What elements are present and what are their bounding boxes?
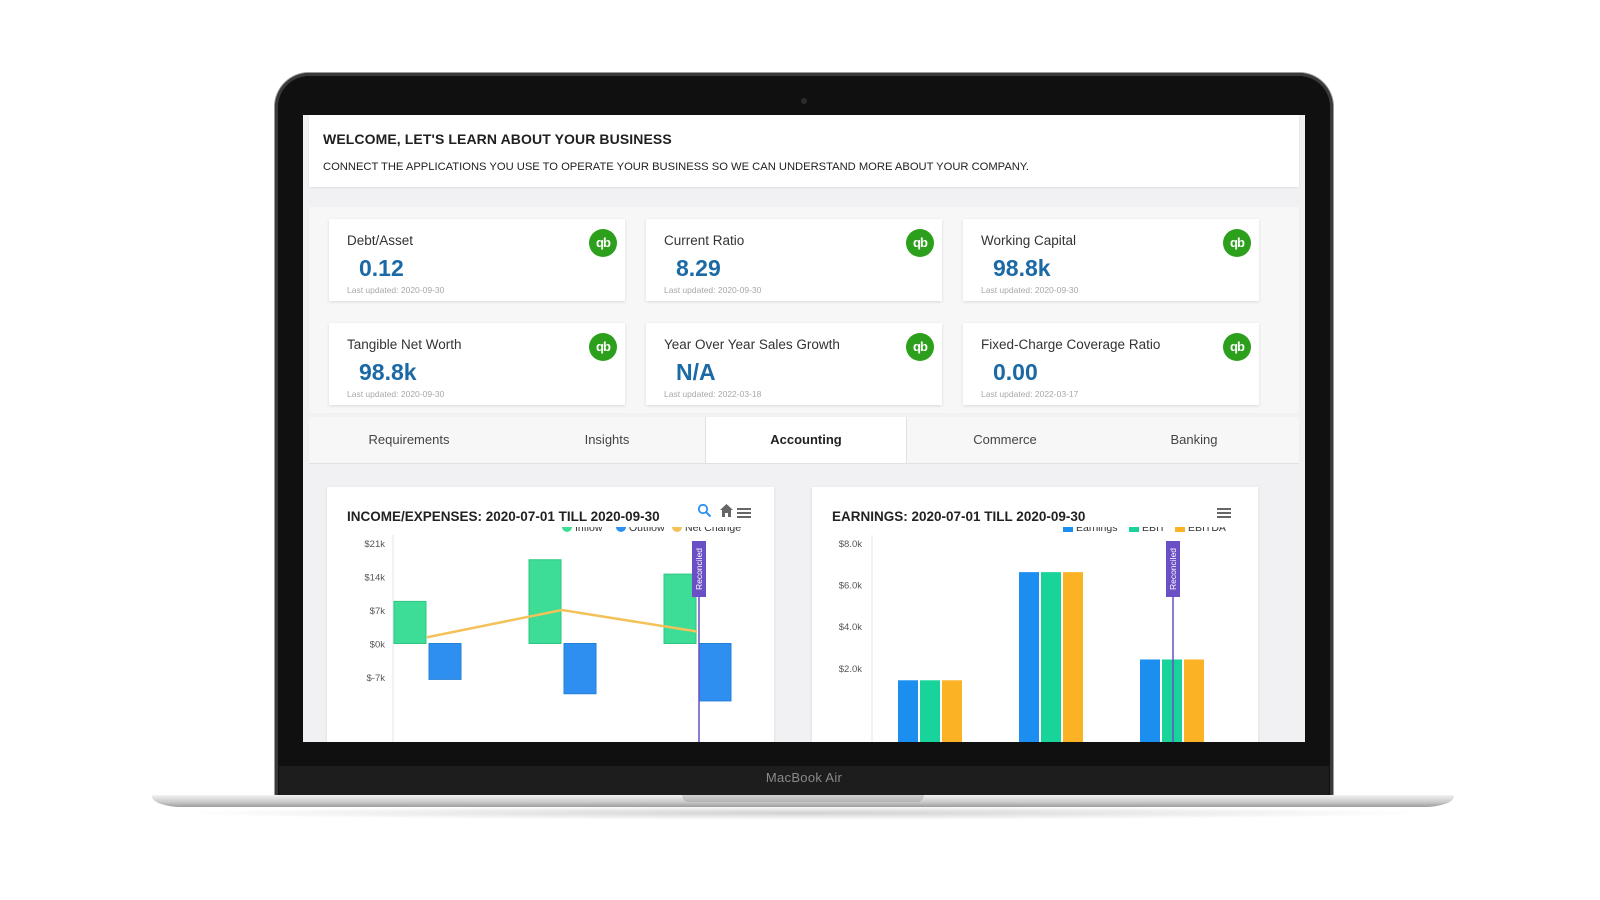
welcome-banner: WELCOME, LET'S LEARN ABOUT YOUR BUSINESS… [309, 115, 1299, 187]
metric-card-yoy-sales-growth[interactable]: Year Over Year Sales Growth N/A Last upd… [646, 323, 942, 405]
camera-icon [801, 98, 807, 104]
legend-label: Net Change [685, 527, 741, 534]
outflow-bar [428, 643, 462, 680]
app-screen: WELCOME, LET'S LEARN ABOUT YOUR BUSINESS… [303, 115, 1305, 742]
tab-banking[interactable]: Banking [1170, 432, 1218, 447]
metric-card-tangible-net-worth[interactable]: Tangible Net Worth 98.8k Last updated: 2… [329, 323, 625, 405]
laptop-chin [279, 766, 1329, 796]
earnings-title: EARNINGS: 2020-07-01 TILL 2020-09-30 [832, 509, 1086, 524]
metric-value: 8.29 [676, 255, 721, 281]
ebit-bar [1162, 659, 1182, 742]
net-change-line [426, 608, 698, 639]
quickbooks-icon: qb [906, 333, 934, 361]
legend-label: Outflow [629, 527, 665, 534]
quickbooks-icon: qb [589, 333, 617, 361]
income-expenses-title: INCOME/EXPENSES: 2020-07-01 TILL 2020-09… [347, 509, 660, 524]
metric-updated: Last updated: 2020-09-30 [664, 285, 762, 295]
legend-marker [616, 527, 626, 532]
reconciled-marker [692, 541, 706, 597]
y-tick-label: $-7k [367, 673, 386, 684]
ebitda-bar [1184, 659, 1204, 742]
metric-value: 98.8k [993, 255, 1051, 281]
y-tick-label: $8.0k [839, 539, 862, 550]
metric-value: 0.12 [359, 255, 404, 281]
menu-icon[interactable] [737, 508, 751, 518]
ebit-bar [1041, 572, 1061, 742]
metric-updated: Last updated: 2020-09-30 [981, 285, 1079, 295]
y-tick-label: $2.0k [839, 664, 862, 675]
legend-marker [1063, 527, 1073, 532]
metric-label: Debt/Asset [347, 233, 414, 248]
metric-label: Working Capital [981, 233, 1077, 248]
outflow-bar [698, 643, 732, 702]
metric-updated: Last updated: 2022-03-17 [981, 389, 1079, 399]
metric-value: N/A [676, 359, 716, 385]
legend-label: EBIT [1142, 527, 1166, 534]
metric-updated: Last updated: 2020-09-30 [347, 389, 445, 399]
metric-updated: Last updated: 2022-03-18 [664, 389, 762, 399]
y-tick-label: $14k [364, 573, 385, 584]
laptop-notch [682, 795, 924, 802]
legend-label: Earnings [1076, 527, 1117, 534]
y-tick-label: $4.0k [839, 622, 862, 633]
income-expenses-chart: Inflow Outflow Net Change $21k $14k $7k $0k $-7… [364, 527, 741, 742]
laptop-brand: MacBook Air [765, 770, 843, 785]
metric-value: 98.8k [359, 359, 417, 385]
laptop-shadow [170, 806, 1436, 820]
section-tabs: Requirements Insights Accounting Commerc… [309, 417, 1299, 464]
inflow-bar [663, 573, 697, 645]
tab-requirements[interactable]: Requirements [368, 432, 450, 447]
y-tick-label: $0k [370, 640, 386, 651]
earnings-bar [898, 680, 918, 742]
earnings-panel: EARNINGS: 2020-07-01 TILL 2020-09-30 Ear… [812, 487, 1258, 742]
metric-label: Year Over Year Sales Growth [664, 337, 840, 352]
legend-marker [1175, 527, 1185, 532]
tab-insights[interactable]: Insights [584, 432, 630, 447]
welcome-subtitle: CONNECT THE APPLICATIONS YOU USE TO OPER… [323, 161, 1029, 173]
legend-marker [1129, 527, 1139, 532]
metric-cards: Debt/Asset 0.12 Last updated: 2020-09-30… [309, 207, 1299, 413]
metric-card-debt-asset[interactable]: Debt/Asset 0.12 Last updated: 2020-09-30… [329, 219, 625, 301]
reconciled-marker [1166, 541, 1180, 597]
reconciled-label: Reconciled [694, 548, 704, 590]
tab-commerce[interactable]: Commerce [973, 432, 1037, 447]
quickbooks-icon: qb [906, 229, 934, 257]
metric-label: Tangible Net Worth [347, 337, 462, 352]
ebitda-bar [942, 680, 962, 742]
income-expenses-panel: INCOME/EXPENSES: 2020-07-01 TILL 2020-09… [327, 487, 774, 742]
y-tick-label: $7k [370, 606, 386, 617]
earnings-bar [1140, 659, 1160, 742]
metric-card-fixed-charge-coverage[interactable]: Fixed-Charge Coverage Ratio 0.00 Last up… [963, 323, 1259, 405]
metric-card-working-capital[interactable]: Working Capital 98.8k Last updated: 2020… [963, 219, 1259, 301]
home-icon[interactable] [719, 503, 734, 518]
metric-updated: Last updated: 2020-09-30 [347, 285, 445, 295]
legend-marker [562, 527, 572, 532]
metric-label: Fixed-Charge Coverage Ratio [981, 337, 1161, 352]
metric-label: Current Ratio [664, 233, 745, 248]
inflow-bar [528, 559, 562, 644]
metric-value: 0.00 [993, 359, 1038, 385]
y-tick-label: $6.0k [839, 581, 862, 592]
zoom-icon[interactable] [697, 503, 713, 519]
earnings-chart: Earnings EBIT EBITDA $8.0k $6.0k $4.0k $2.0k Re… [839, 527, 1226, 742]
y-tick-label: $21k [364, 539, 385, 550]
quickbooks-icon: qb [1223, 229, 1251, 257]
outflow-bar [563, 643, 597, 695]
ebit-bar [920, 680, 940, 742]
legend-marker [672, 527, 682, 532]
inflow-bar [393, 600, 427, 644]
reconciled-label: Reconciled [1168, 548, 1178, 590]
metric-card-current-ratio[interactable]: Current Ratio 8.29 Last updated: 2020-09… [646, 219, 942, 301]
welcome-title: WELCOME, LET'S LEARN ABOUT YOUR BUSINESS [323, 131, 672, 147]
ebitda-bar [1063, 572, 1083, 742]
menu-icon[interactable] [1217, 508, 1231, 518]
earnings-bar [1019, 572, 1039, 742]
tab-accounting[interactable]: Accounting [705, 417, 907, 463]
quickbooks-icon: qb [1223, 333, 1251, 361]
quickbooks-icon: qb [589, 229, 617, 257]
legend-label: EBITDA [1188, 527, 1226, 534]
legend-label: Inflow [575, 527, 603, 534]
